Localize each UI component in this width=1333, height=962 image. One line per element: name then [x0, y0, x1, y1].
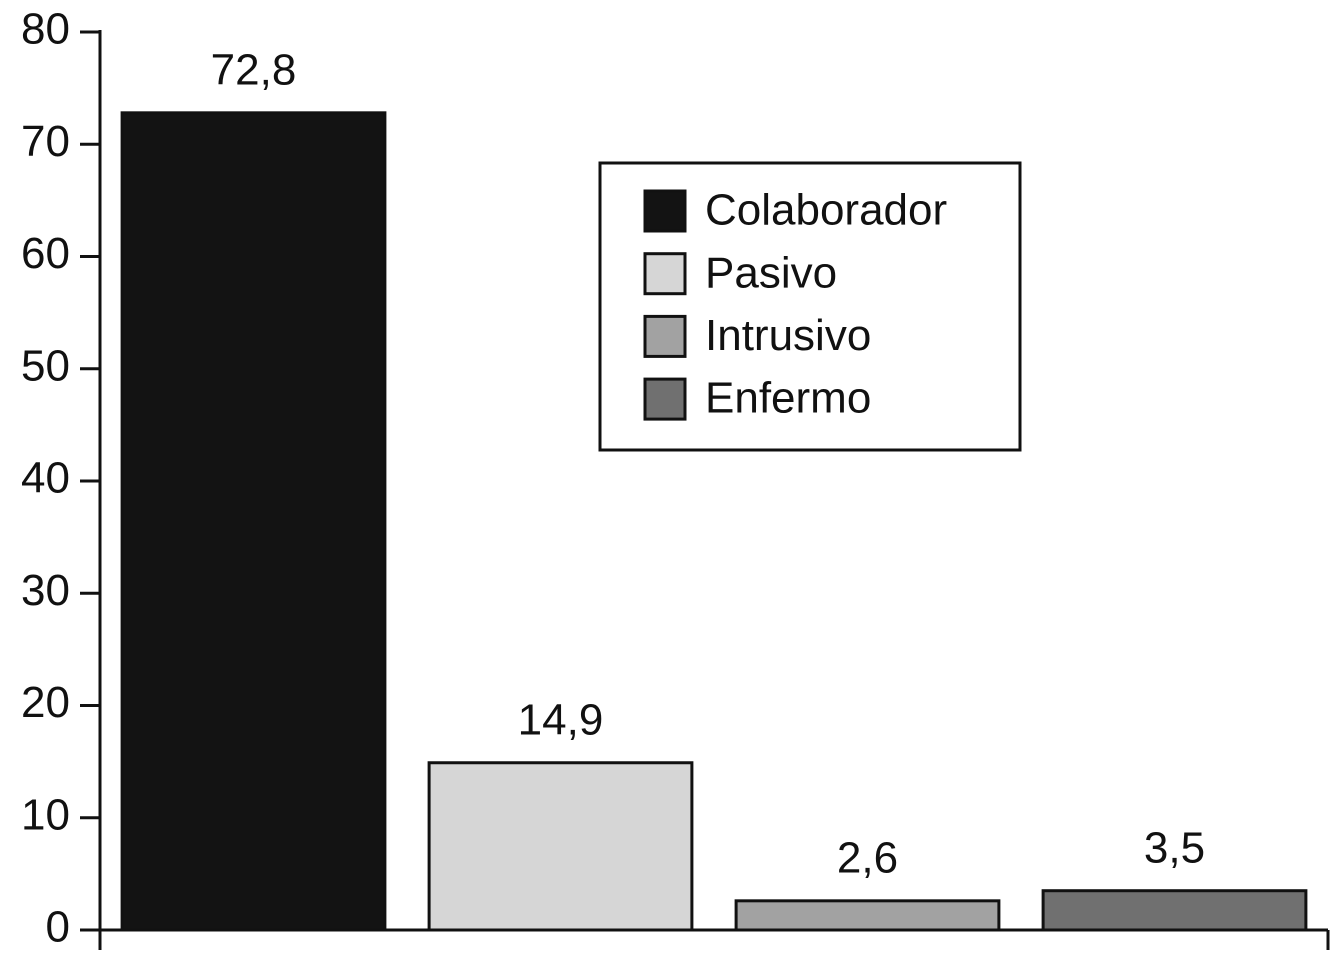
y-tick-label: 20	[21, 678, 70, 727]
legend-label: Pasivo	[705, 248, 837, 297]
bar	[734, 899, 1001, 932]
bar	[1041, 889, 1308, 932]
legend-label: Enfermo	[705, 374, 871, 423]
value-label: 2,6	[837, 833, 898, 882]
y-tick-label: 60	[21, 229, 70, 278]
y-tick-label: 10	[21, 790, 70, 839]
value-label: 72,8	[211, 45, 297, 94]
bar	[427, 761, 694, 932]
y-tick-label: 70	[21, 117, 70, 166]
y-tick-label: 0	[46, 903, 70, 952]
legend-swatch	[643, 252, 687, 296]
value-label: 14,9	[518, 695, 604, 744]
legend-swatch	[643, 377, 687, 421]
bar	[120, 111, 387, 932]
value-label: 3,5	[1144, 823, 1205, 872]
y-tick-label: 30	[21, 566, 70, 615]
y-tick-label: 40	[21, 454, 70, 503]
y-tick-label: 80	[21, 5, 70, 54]
legend-label: Colaborador	[705, 186, 947, 235]
legend-swatch	[643, 314, 687, 358]
y-tick-label: 50	[21, 341, 70, 390]
legend-swatch	[643, 189, 687, 233]
legend-label: Intrusivo	[705, 311, 871, 360]
